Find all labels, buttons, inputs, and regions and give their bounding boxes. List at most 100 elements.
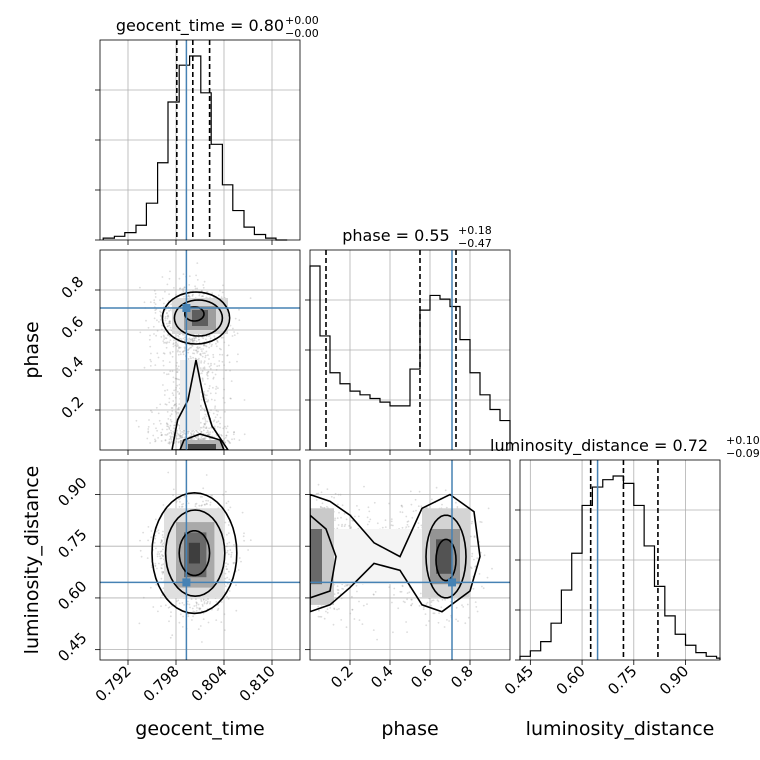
sample-point <box>202 487 205 490</box>
sample-point <box>187 295 190 297</box>
sample-point <box>197 431 200 434</box>
sample-point <box>167 606 170 609</box>
sample-point <box>197 438 200 441</box>
sample-point <box>418 490 421 493</box>
sample-point <box>199 607 202 610</box>
sample-point <box>182 431 185 434</box>
sample-point <box>176 438 178 440</box>
sample-point <box>169 418 172 421</box>
sample-point <box>203 426 205 429</box>
sample-point <box>205 474 208 476</box>
sample-point <box>401 584 404 587</box>
sample-point <box>232 327 234 330</box>
sample-point <box>139 286 141 289</box>
sample-point <box>175 437 178 440</box>
sample-point <box>192 433 195 435</box>
sample-point <box>430 604 433 607</box>
sample-point <box>187 296 189 298</box>
sample-point <box>228 442 231 444</box>
sample-point <box>179 501 181 503</box>
sample-point <box>455 501 457 504</box>
sample-point <box>193 341 195 344</box>
sample-point <box>187 430 190 432</box>
sample-point <box>226 576 229 579</box>
sample-point <box>317 483 320 486</box>
sample-point <box>418 605 421 607</box>
sample-point <box>221 360 224 363</box>
sample-point <box>153 317 156 320</box>
sample-point <box>374 591 377 593</box>
sample-point <box>232 562 235 565</box>
sample-point <box>406 631 408 633</box>
density-cell <box>310 529 322 585</box>
sample-point <box>220 601 223 603</box>
sample-point <box>204 394 207 396</box>
sample-point <box>223 388 226 391</box>
sample-point <box>455 606 458 609</box>
sample-point <box>155 427 157 430</box>
sample-point <box>234 317 237 320</box>
sample-point <box>315 499 318 501</box>
sample-point <box>440 606 443 609</box>
sample-point <box>146 437 149 440</box>
sample-point <box>187 502 190 505</box>
sample-point <box>207 433 210 435</box>
sample-point <box>206 394 208 397</box>
sample-point <box>392 631 394 634</box>
sample-point <box>188 337 191 340</box>
sample-point <box>340 516 342 519</box>
sample-point <box>191 294 194 297</box>
sample-point <box>343 525 346 528</box>
title-phase-plus: +0.18 <box>458 224 492 237</box>
sample-point <box>191 339 194 342</box>
sample-point <box>205 602 208 605</box>
sample-point <box>192 352 194 355</box>
sample-point <box>226 439 229 442</box>
sample-point <box>343 512 346 515</box>
sample-point <box>486 576 489 579</box>
y-tick-label: 0.6 <box>58 313 88 343</box>
sample-point <box>337 503 339 506</box>
sample-point <box>170 407 173 409</box>
sample-point <box>425 603 428 605</box>
sample-point <box>202 598 205 601</box>
sample-point <box>187 294 190 297</box>
sample-point <box>444 489 447 492</box>
sample-point <box>176 343 179 345</box>
sample-point <box>166 423 169 426</box>
sample-point <box>217 426 219 428</box>
sample-point <box>161 594 164 597</box>
sample-point <box>203 344 205 347</box>
sample-point <box>158 532 160 535</box>
sample-point <box>188 284 191 286</box>
sample-point <box>191 619 193 621</box>
sample-point <box>182 333 184 336</box>
sample-point <box>168 442 171 445</box>
sample-point <box>405 515 408 518</box>
x-tick-label: 0.4 <box>367 662 397 692</box>
sample-point <box>419 592 422 595</box>
sample-point <box>410 598 413 601</box>
sample-point <box>174 389 177 391</box>
sample-point <box>172 400 175 402</box>
sample-point <box>187 340 190 342</box>
sample-point <box>197 603 200 606</box>
sample-point <box>201 496 204 498</box>
contour-middle-left <box>310 514 337 599</box>
sample-point <box>227 344 230 347</box>
sample-point <box>179 435 182 437</box>
sample-point <box>183 346 186 349</box>
sample-point <box>211 371 214 374</box>
sample-point <box>198 341 201 344</box>
sample-point <box>480 551 482 554</box>
sample-point <box>226 354 229 357</box>
sample-point <box>210 345 213 348</box>
sample-point <box>215 409 218 412</box>
sample-point <box>191 607 194 610</box>
sample-point <box>153 333 155 335</box>
sample-point <box>204 356 207 359</box>
sample-point <box>227 532 230 535</box>
sample-point <box>179 432 182 435</box>
sample-point <box>196 279 199 281</box>
sample-point <box>199 438 202 440</box>
